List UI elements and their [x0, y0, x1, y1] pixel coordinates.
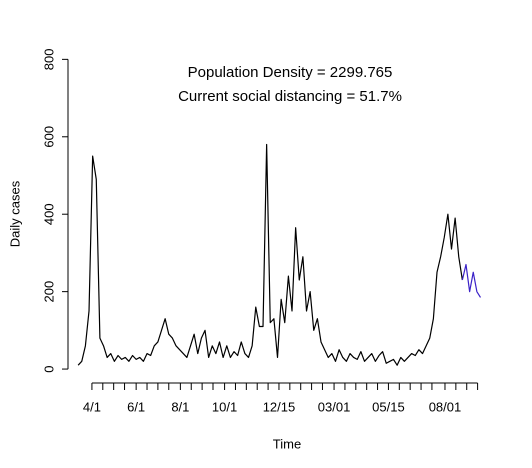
x-tick-label: 03/01	[318, 399, 351, 414]
series-line	[461, 263, 482, 298]
x-tick-label: 10/1	[212, 399, 237, 414]
y-tick-label: 400	[41, 203, 56, 225]
x-tick-label: 8/1	[171, 399, 189, 414]
x-tick-label: 05/15	[372, 399, 405, 414]
x-tick-label: 08/01	[429, 399, 462, 414]
annotation: Current social distancing = 51.7%	[178, 88, 402, 105]
y-axis-label: Daily cases	[7, 180, 22, 247]
y-tick-label: 0	[41, 365, 56, 372]
y-tick-label: 800	[41, 49, 56, 71]
x-tick-label: 6/1	[127, 399, 145, 414]
x-tick-label: 4/1	[83, 399, 101, 414]
annotation: Population Density = 2299.765	[188, 64, 393, 81]
y-tick-label: 200	[41, 281, 56, 303]
x-axis-label: Time	[273, 436, 301, 451]
x-tick-label: 12/15	[263, 399, 296, 414]
series-line	[77, 143, 463, 366]
y-tick-label: 600	[41, 126, 56, 148]
